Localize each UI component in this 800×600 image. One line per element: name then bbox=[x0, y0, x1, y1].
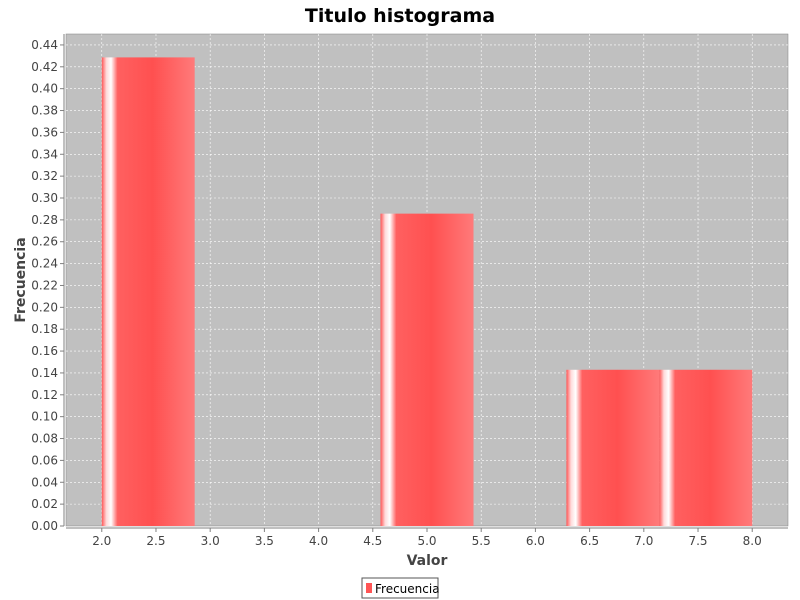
x-tick-label: 7.0 bbox=[634, 534, 653, 548]
x-tick-label: 3.5 bbox=[255, 534, 274, 548]
y-tick-label: 0.18 bbox=[31, 322, 58, 336]
bars bbox=[101, 57, 753, 526]
histogram-bar bbox=[101, 57, 195, 526]
legend-label: Frecuencia bbox=[375, 582, 440, 596]
y-tick-label: 0.12 bbox=[31, 388, 58, 402]
legend-swatch bbox=[366, 583, 372, 593]
y-tick-label: 0.14 bbox=[31, 366, 58, 380]
x-axis-label: Valor bbox=[407, 553, 448, 569]
y-tick-label: 0.20 bbox=[31, 300, 58, 314]
y-tick-label: 0.26 bbox=[31, 235, 58, 249]
histogram-bar bbox=[659, 369, 753, 526]
y-tick-label: 0.40 bbox=[31, 82, 58, 96]
x-tick-label: 7.5 bbox=[688, 534, 707, 548]
x-tick-label: 4.5 bbox=[363, 534, 382, 548]
y-tick-label: 0.42 bbox=[31, 60, 58, 74]
x-tick-label: 2.5 bbox=[146, 534, 165, 548]
y-tick-label: 0.08 bbox=[31, 432, 58, 446]
legend: Frecuencia bbox=[361, 577, 440, 599]
x-tick-label: 6.0 bbox=[526, 534, 545, 548]
y-tick-label: 0.02 bbox=[31, 497, 58, 511]
y-tick-label: 0.10 bbox=[31, 410, 58, 424]
x-tick-label: 4.0 bbox=[309, 534, 328, 548]
y-tick-label: 0.44 bbox=[31, 38, 58, 52]
x-tick-label: 3.0 bbox=[201, 534, 220, 548]
y-tick-label: 0.34 bbox=[31, 147, 58, 161]
y-tick-label: 0.36 bbox=[31, 125, 58, 139]
x-tick-label: 8.0 bbox=[743, 534, 762, 548]
y-tick-label: 0.24 bbox=[31, 257, 58, 271]
x-tick-label: 6.5 bbox=[580, 534, 599, 548]
legend-box bbox=[361, 577, 439, 599]
histogram-bar bbox=[380, 213, 474, 526]
x-tick-label: 2.0 bbox=[92, 534, 111, 548]
y-tick-label: 0.06 bbox=[31, 453, 58, 467]
y-tick-label: 0.16 bbox=[31, 344, 58, 358]
y-tick-label: 0.30 bbox=[31, 191, 58, 205]
histogram-bar bbox=[566, 369, 660, 526]
y-tick-label: 0.04 bbox=[31, 475, 58, 489]
y-axis-label: Frecuencia bbox=[13, 237, 29, 322]
y-tick-label: 0.32 bbox=[31, 169, 58, 183]
y-tick-label: 0.22 bbox=[31, 278, 58, 292]
x-axis-ticks: 2.0 2.5 3.0 3.5 4.0 4.5 5.0 5.5 6.0 6.5 7.0 7.5 8.0 bbox=[92, 528, 762, 548]
chart-title: Titulo histograma bbox=[305, 5, 495, 27]
x-tick-label: 5.5 bbox=[472, 534, 491, 548]
y-tick-label: 0.28 bbox=[31, 213, 58, 227]
y-tick-label: 0.00 bbox=[31, 519, 58, 533]
x-tick-label: 5.0 bbox=[417, 534, 436, 548]
y-tick-label: 0.38 bbox=[31, 104, 58, 118]
y-axis-ticks: 0.00 0.02 0.04 0.06 0.08 0.10 0.12 0.14 0.16 0.18… bbox=[31, 38, 64, 533]
